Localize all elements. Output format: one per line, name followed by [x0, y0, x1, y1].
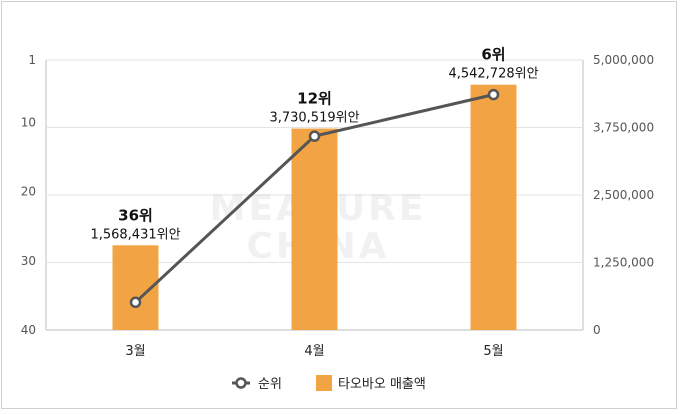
- rank-point: [129, 296, 142, 309]
- right-tick-label: 3,750,000: [593, 121, 654, 135]
- legend: 순위 타오바오 매출액: [232, 375, 426, 392]
- legend-sales-label: 타오바오 매출액: [338, 377, 426, 392]
- legend-sales-swatch-icon: [316, 375, 332, 391]
- category-label: 3월: [125, 344, 145, 359]
- rank-point: [308, 130, 321, 142]
- left-tick-label: 40: [21, 323, 36, 337]
- sales-value-label: 3,730,519위안: [269, 111, 359, 126]
- left-tick-label: 1: [28, 53, 36, 67]
- left-tick-label: 30: [21, 254, 36, 268]
- rank-value-label: 12위: [297, 90, 332, 108]
- legend-rank-label: 순위: [258, 377, 282, 392]
- rank-line: [129, 88, 500, 309]
- right-tick-label: 5,000,000: [593, 53, 654, 67]
- right-tick-label: 2,500,000: [593, 188, 654, 202]
- left-tick-label: 20: [21, 185, 36, 199]
- legend-item-rank: 순위: [232, 377, 282, 392]
- right-tick-label: 1,250,000: [593, 256, 654, 270]
- category-label: 4월: [304, 344, 324, 359]
- sales-bar: [291, 128, 338, 330]
- data-labels: 36위 1,568,431위안 12위 3,730,519위안 6위 4,542,728위…: [90, 46, 538, 243]
- sales-bar: [470, 84, 517, 330]
- category-labels: 3월 4월 5월: [125, 344, 503, 359]
- legend-rank-marker-icon: [235, 377, 247, 389]
- sales-value-label: 1,568,431위안: [90, 227, 180, 242]
- rank-value-label: 6위: [481, 46, 505, 64]
- right-tick-label: 0: [593, 323, 601, 337]
- category-label: 5월: [483, 344, 503, 359]
- sales-bars: [112, 84, 517, 330]
- rank-point: [487, 88, 500, 101]
- left-axis: 1 10 20 30 40: [21, 53, 36, 337]
- rank-value-label: 36위: [118, 206, 153, 224]
- left-tick-label: 10: [21, 115, 36, 129]
- sales-value-label: 4,542,728위안: [448, 67, 538, 82]
- legend-item-sales: 타오바오 매출액: [316, 375, 426, 392]
- right-axis: 0 1,250,000 2,500,000 3,750,000 5,000,000: [593, 53, 654, 337]
